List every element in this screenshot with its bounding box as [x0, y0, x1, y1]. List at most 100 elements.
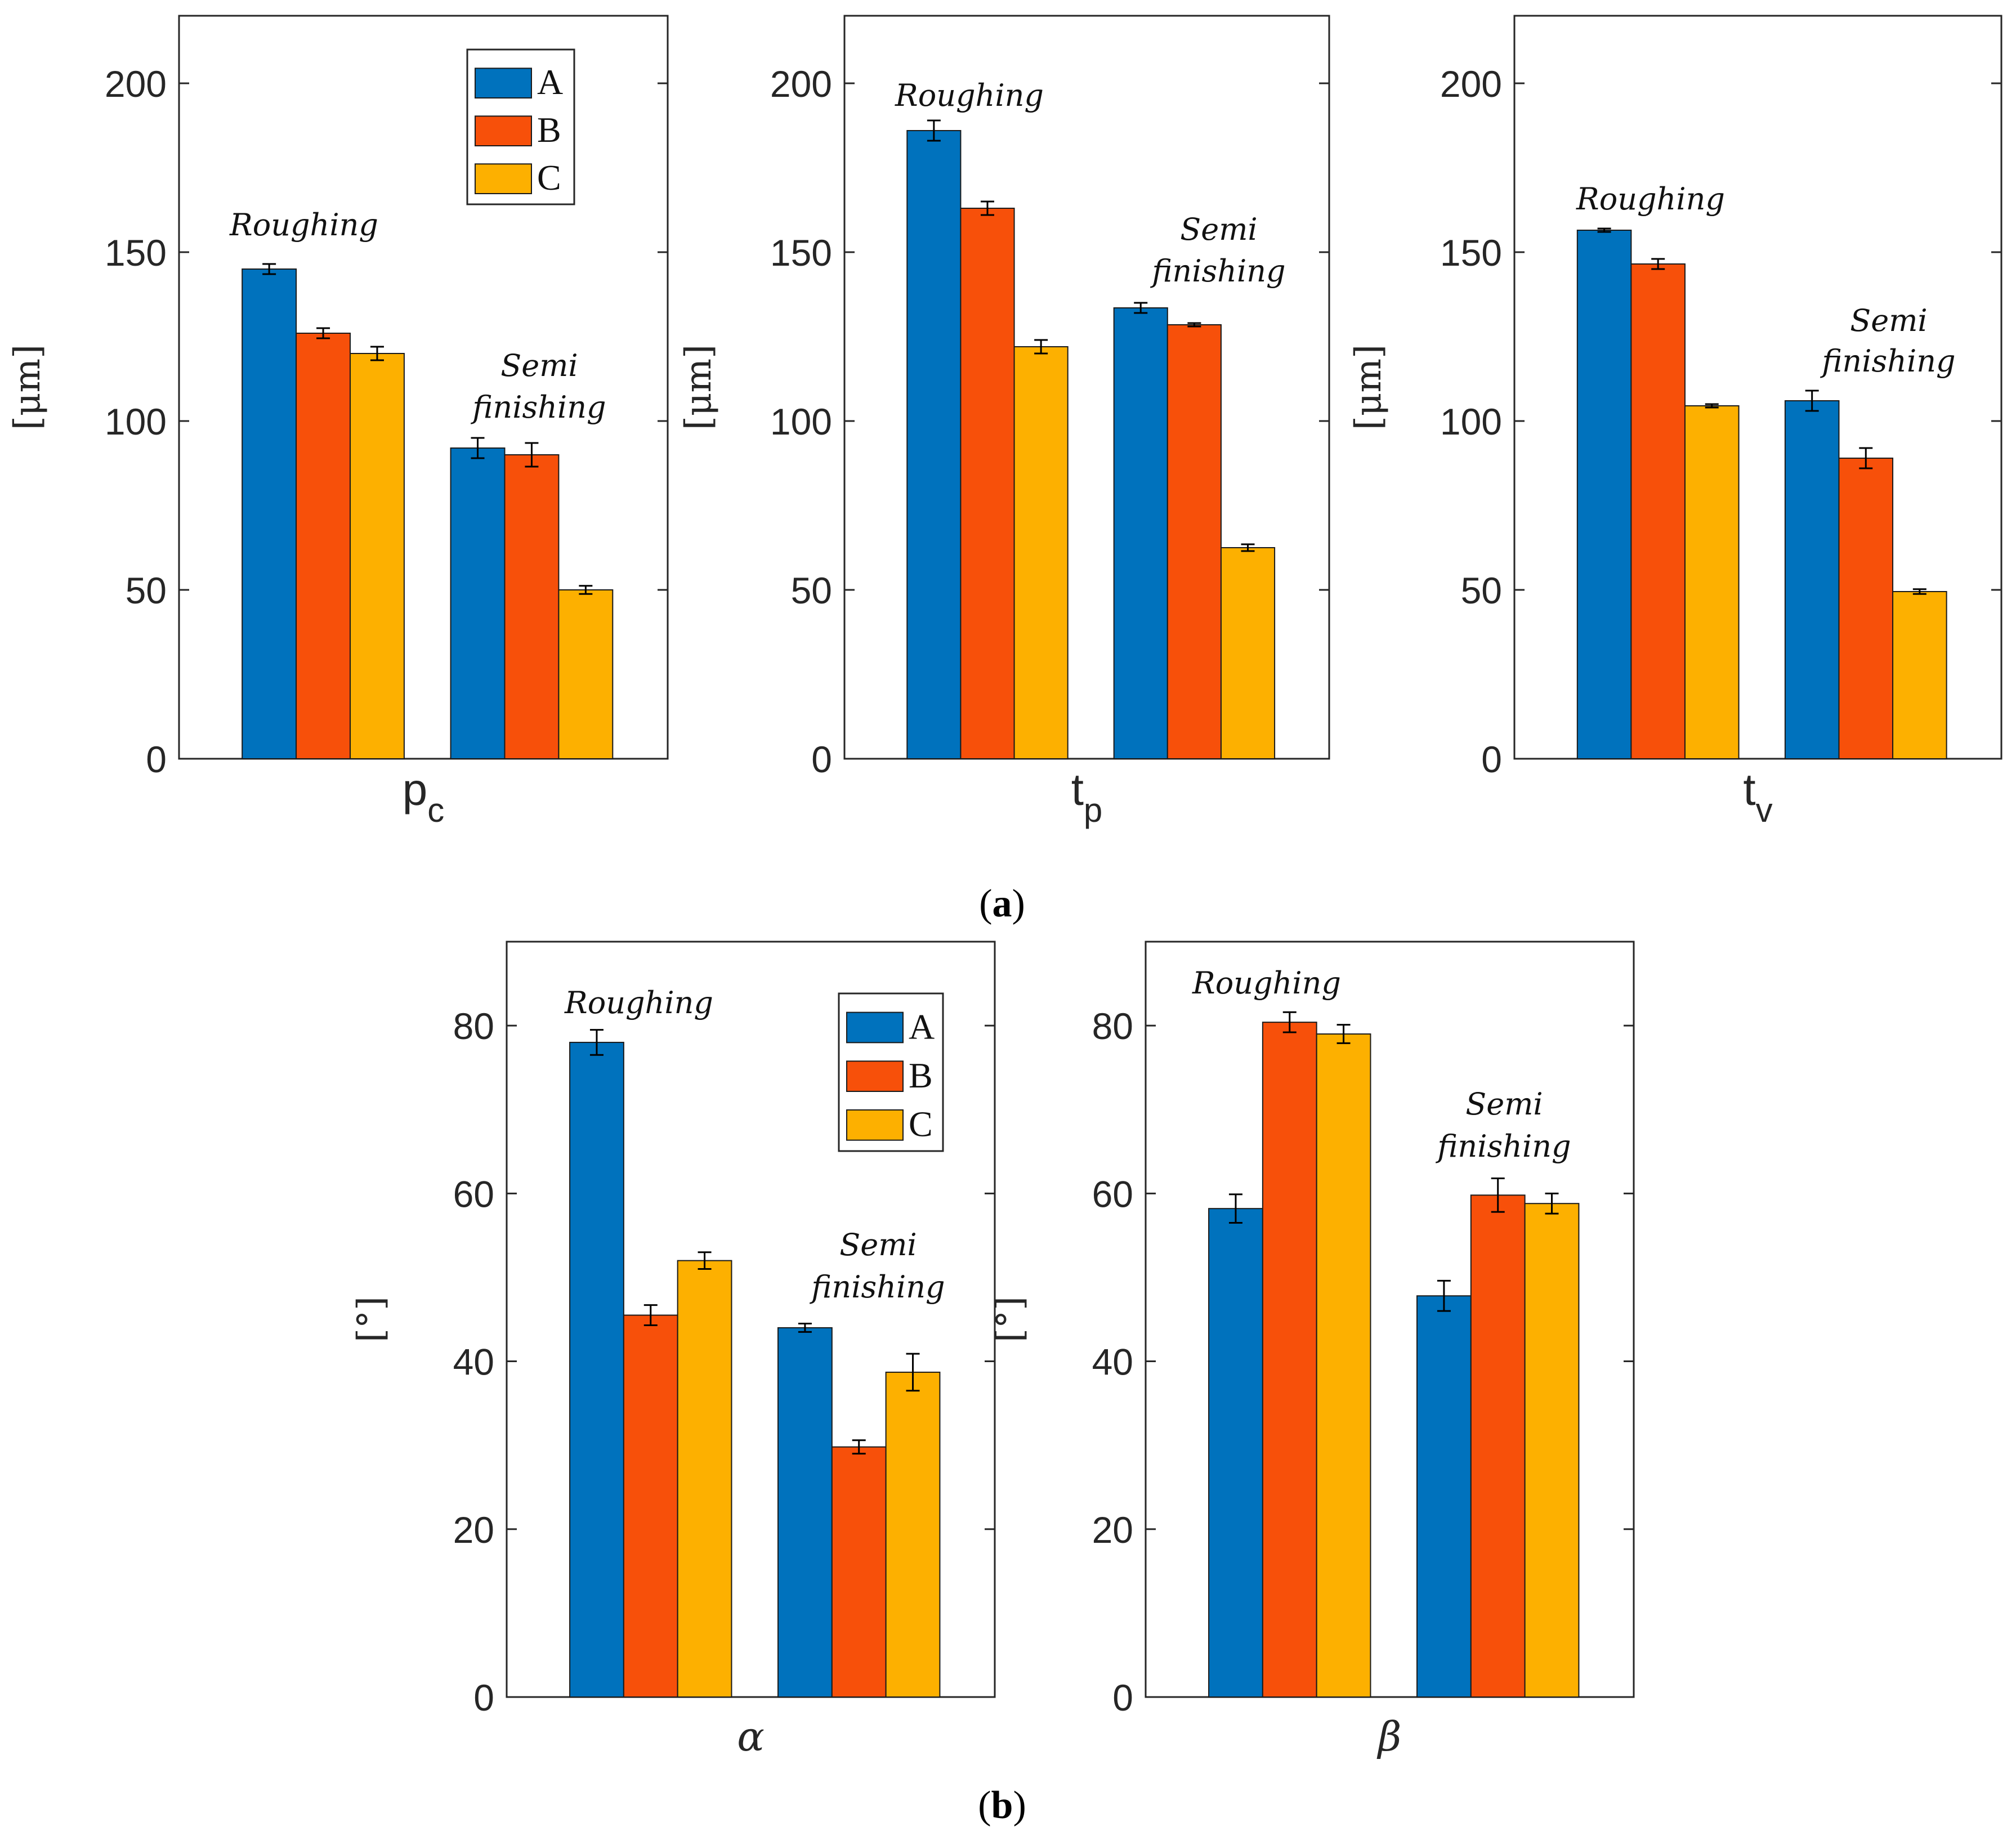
y-tick-label: 0 — [146, 738, 167, 780]
legend-label-a: A — [909, 1006, 935, 1046]
annotation-label: Semi — [1850, 303, 1927, 338]
y-axis-label: [μm] — [1348, 344, 1389, 430]
bar-b-group-1 — [296, 333, 351, 759]
error-bar — [1597, 227, 1611, 233]
error-bar — [525, 442, 539, 468]
axes-box — [1513, 15, 2002, 760]
axes-box — [843, 15, 1330, 760]
annotation-label: finishing — [809, 1269, 945, 1305]
error-bar — [589, 1029, 604, 1056]
y-tick-label: 20 — [1092, 1509, 1133, 1551]
y-tick-label: 20 — [453, 1509, 494, 1551]
bar-b-group-1 — [623, 1314, 678, 1698]
y-tick-label: 50 — [1461, 570, 1502, 611]
annotation-label: finishing — [1820, 343, 1955, 379]
legend-swatch-b — [475, 115, 532, 147]
y-axis-label: [°] — [350, 1296, 392, 1342]
bar-c-group-1 — [677, 1260, 732, 1698]
chart-panel-2: 0 50 100 150 200 [μm] tp Roughing Semi finishing — [678, 15, 1330, 829]
y-tick-label: 60 — [453, 1173, 494, 1215]
error-bar — [1187, 322, 1201, 328]
error-bar — [579, 585, 593, 595]
error-bar — [1336, 1024, 1351, 1044]
x-axis-label: tp — [1071, 764, 1103, 829]
bar-b-group-2 — [1838, 458, 1894, 759]
bar-a-group-1 — [906, 130, 962, 759]
bar-b-group-2 — [1470, 1194, 1526, 1698]
bar-a-group-1 — [1208, 1208, 1263, 1698]
error-bar — [316, 327, 330, 339]
axes-box — [506, 941, 996, 1698]
error-bar — [906, 1353, 920, 1392]
x-axis-label: tv — [1743, 764, 1772, 829]
y-tick-label: 150 — [770, 232, 832, 274]
bar-b-group-2 — [1166, 324, 1222, 759]
error-bar — [1228, 1193, 1242, 1224]
y-tick-label: 150 — [1440, 232, 1502, 274]
y-axis-label: [°] — [989, 1296, 1031, 1342]
bar-c-group-2 — [558, 589, 614, 759]
annotation-label: finishing — [1435, 1129, 1571, 1164]
y-tick-label: 0 — [1481, 738, 1502, 780]
bar-a-group-1 — [1576, 230, 1632, 759]
y-tick-label: 200 — [1440, 63, 1502, 105]
legend-swatch-c — [475, 163, 532, 194]
chart-panel-3: 0 50 100 150 200 [μm] tv Roughing Semi finishing — [1348, 15, 2002, 829]
annotation-label: finishing — [1150, 253, 1285, 289]
bar-a-group-2 — [777, 1327, 833, 1698]
chart-panel-4: 0 20 40 60 80 [°] α Roughing Semi finishing ABC — [350, 941, 996, 1760]
y-tick-label: 50 — [791, 570, 832, 611]
legend-label-c: C — [537, 158, 561, 198]
error-bar — [643, 1304, 658, 1326]
y-axis-label: [μm] — [678, 344, 719, 430]
chart-panel-1: 0 50 100 150 200 [μm] pc Roughing Semi finishing A… — [7, 15, 669, 829]
bar-c-group-2 — [1220, 547, 1276, 759]
bar-b-group-2 — [504, 454, 560, 759]
annotation-label: Semi — [1180, 212, 1257, 247]
legend-swatch-b — [846, 1060, 904, 1093]
y-tick-label: 100 — [770, 401, 832, 442]
error-bar — [1859, 447, 1873, 469]
caption-b: (b) — [978, 1784, 1026, 1827]
annotation-label: Semi — [839, 1227, 917, 1263]
annotation-label: Roughing — [1192, 965, 1341, 1001]
error-bar — [1705, 403, 1719, 409]
chart-panel-5: 0 20 40 60 80 [°] β Roughing Semi finishing — [989, 941, 1635, 1760]
y-tick-label: 0 — [473, 1677, 494, 1718]
bar-c-group-2 — [885, 1371, 941, 1698]
error-bar — [1282, 1011, 1297, 1033]
error-bar — [927, 119, 941, 142]
error-bar — [1912, 588, 1926, 595]
error-bar — [1034, 339, 1048, 355]
error-bar — [471, 437, 485, 459]
y-tick-label: 80 — [1092, 1005, 1133, 1047]
legend-label-c: C — [909, 1104, 933, 1144]
y-tick-label: 150 — [105, 232, 167, 274]
bar-a-group-2 — [1784, 400, 1840, 759]
axes-box — [178, 15, 669, 760]
y-tick-label: 100 — [1440, 401, 1502, 442]
legend-swatch-c — [846, 1109, 904, 1141]
x-axis-label: pc — [403, 764, 445, 829]
annotation-label: Roughing — [229, 207, 378, 243]
y-tick-label: 50 — [126, 570, 167, 611]
error-bar — [798, 1322, 812, 1333]
bar-a-group-2 — [1113, 307, 1168, 759]
error-bar — [1241, 543, 1255, 552]
y-tick-label: 60 — [1092, 1173, 1133, 1215]
bar-c-group-2 — [1524, 1203, 1580, 1698]
error-bar — [1651, 258, 1665, 270]
error-bar — [1545, 1192, 1559, 1215]
y-tick-label: 40 — [453, 1341, 494, 1383]
y-axis-label: [μm] — [7, 344, 48, 430]
y-tick-label: 200 — [770, 63, 832, 105]
x-axis-label: α — [737, 1713, 765, 1760]
bar-c-group-2 — [1892, 591, 1947, 759]
bar-a-group-1 — [569, 1041, 624, 1698]
legend-label-b: B — [537, 110, 561, 150]
error-bar — [1805, 390, 1819, 412]
bar-a-group-1 — [242, 268, 297, 759]
legend: ABC — [838, 992, 944, 1152]
annotation-label: Roughing — [1576, 181, 1725, 217]
